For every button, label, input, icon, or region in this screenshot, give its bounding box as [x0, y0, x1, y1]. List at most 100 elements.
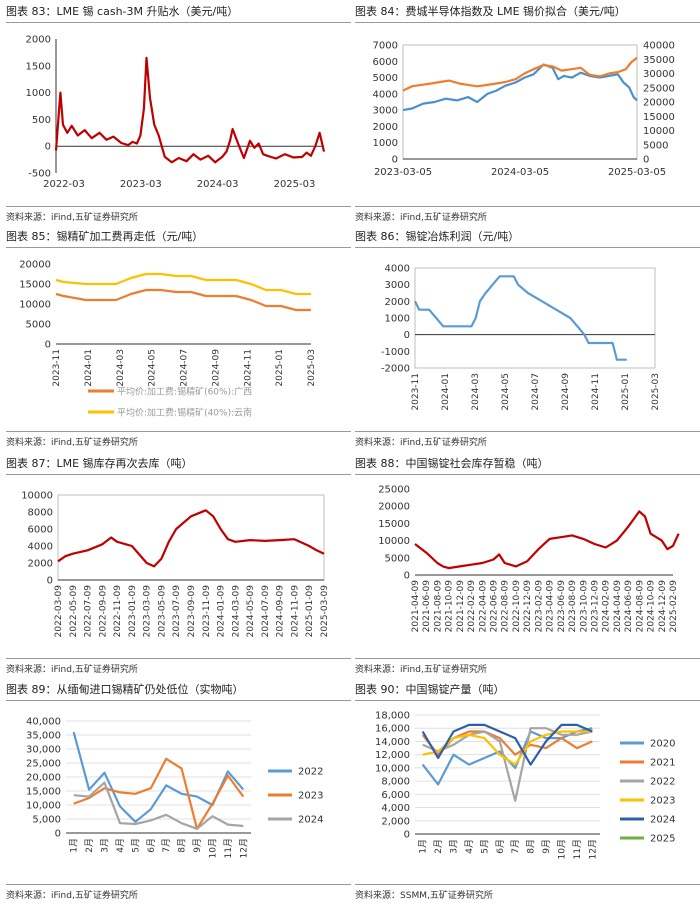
x-tick-label: 2024-01 — [441, 373, 451, 411]
y-tick-label: 20000 — [19, 260, 51, 271]
y-tick-label: 4000 — [373, 89, 398, 100]
y-tick-label: 30,000 — [26, 745, 61, 756]
x-tick-label: 5月 — [130, 838, 141, 853]
y-tick-label: 2,000 — [381, 816, 410, 827]
x-tick-label: 11月 — [572, 839, 583, 859]
chart-title: 图表 85：锡精矿加工费再走低（元/吨） — [6, 230, 204, 243]
x-tick-label: 2024-03 — [471, 373, 481, 411]
chart-fig89: 40,000 35,000 30,000 25,000 20,000 15,000 10,0… — [26, 717, 323, 859]
x-tick-label: 2025-02-09 — [669, 580, 679, 633]
x-tick-label: 2024-11 — [591, 373, 601, 411]
y-tick-label: 1000 — [373, 138, 398, 149]
x-tick-label: 2024-10-09 — [647, 580, 657, 633]
x-tick-label: 2022-04-09 — [478, 580, 488, 633]
x-tick-label: 2024-06-09 — [624, 580, 634, 633]
source-text: iFind,五矿证券研究所 — [51, 438, 138, 448]
y-tick-label: -500 — [28, 169, 51, 180]
x-tick-label: 2022-12-09 — [523, 580, 533, 633]
y-tick-label: 20000 — [378, 502, 410, 513]
series-line — [54, 56, 326, 164]
x-tick-label: 2023-12-09 — [590, 580, 600, 633]
source-text: iFind,五矿证券研究所 — [400, 665, 487, 675]
x-tick-label: 2025-03 — [307, 349, 317, 387]
source-note: 资料来源：iFind,五矿证券研究所 — [6, 662, 138, 675]
x-tick-label: 3月 — [100, 838, 111, 853]
y-tick-label: 4000 — [385, 264, 410, 275]
x-tick-label: 2021-06-09 — [422, 580, 432, 633]
x-tick-label: 2024-03 — [116, 349, 126, 387]
y-tick-label: 1000 — [385, 314, 410, 325]
title-rule — [6, 700, 351, 701]
x-tick-label: 2022-10-09 — [512, 580, 522, 633]
x-tick-label: 2024-05 — [148, 349, 158, 387]
x-tick-label: 2022-05-09 — [69, 585, 79, 638]
source-text: iFind,五矿证券研究所 — [51, 665, 138, 675]
legend-label: 2023 — [298, 791, 323, 802]
x-tick-label: 2024-05-09 — [246, 585, 256, 638]
legend-label: 2022 — [650, 777, 675, 788]
x-tick-label: 2024-12-09 — [658, 580, 668, 633]
x-tick-label: 2024-11 — [243, 349, 253, 387]
y-tick-label: 0 — [392, 155, 398, 166]
title-rule — [6, 247, 351, 248]
y-tick-label: 5,000 — [32, 815, 61, 826]
x-tick-label: 5月 — [479, 839, 490, 854]
y2-tick-label: 5000 — [643, 140, 668, 151]
y-tick-label: 16,000 — [375, 724, 410, 735]
x-tick-label: 2023-03 — [120, 179, 162, 190]
source-note: 资料来源：iFind,五矿证券研究所 — [6, 210, 138, 223]
series-line — [414, 275, 627, 361]
y-tick-label: 20,000 — [26, 773, 61, 784]
x-tick-label: 1月 — [418, 839, 429, 854]
x-tick-label: 2022-08-09 — [501, 580, 511, 633]
y-tick-label: 25,000 — [26, 759, 61, 770]
y-tick-label: 10000 — [19, 300, 51, 311]
legend-label: 2022 — [298, 767, 323, 778]
title-rule — [355, 474, 700, 475]
y-tick-label: -1000 — [381, 347, 410, 358]
x-tick-label: 2022-02-09 — [467, 580, 477, 633]
x-tick-label: 2023-07-09 — [172, 585, 182, 638]
x-tick-label: 2025-03-05 — [608, 167, 666, 178]
y-tick-label: 2000 — [26, 35, 51, 46]
y-tick-label: 15000 — [378, 519, 410, 530]
y-tick-label: 7000 — [373, 41, 398, 52]
x-tick-label: 2024-05 — [501, 373, 511, 411]
y-tick-label: 25000 — [378, 485, 410, 496]
x-tick-label: 7月 — [161, 838, 172, 853]
x-tick-label: 2023-05-09 — [157, 585, 167, 638]
x-tick-label: 9月 — [541, 839, 552, 854]
x-tick-label: 2023-03-05 — [374, 167, 432, 178]
source-note: 资料来源：iFind,五矿证券研究所 — [355, 662, 487, 675]
y2-tick-label: 40000 — [643, 41, 675, 52]
y-tick-label: -2000 — [381, 364, 410, 375]
series-line — [422, 727, 593, 803]
source-note: 资料来源：iFind,五矿证券研究所 — [6, 888, 138, 901]
x-tick-label: 2025-01 — [275, 349, 285, 387]
y-tick-label: 14,000 — [375, 737, 410, 748]
source-text: iFind,五矿证券研究所 — [400, 213, 487, 223]
source-rule — [355, 206, 700, 207]
x-tick-label: 2024-11-09 — [290, 585, 300, 638]
y2-tick-label: 25000 — [643, 83, 675, 94]
title-rule — [355, 22, 700, 23]
source-note: 资料来源：iFind,五矿证券研究所 — [6, 435, 138, 448]
y2-tick-label: 35000 — [643, 55, 675, 66]
legend-label: 2025 — [650, 834, 675, 845]
y-tick-label: 4000 — [28, 542, 53, 553]
series-line — [57, 509, 325, 568]
chart-fig90: 18,000 16,000 14,000 12,000 10,000 8,000 6,000… — [375, 711, 675, 860]
y-tick-label: 10,000 — [26, 801, 61, 812]
chart-title: 图表 84：费城半导体指数及 LME 锡价拟合（美元/吨） — [355, 5, 626, 18]
y-tick-label: 5000 — [373, 73, 398, 84]
y-tick-label: 18,000 — [375, 711, 410, 722]
y-tick-label: 0 — [404, 830, 410, 841]
x-tick-label: 4月 — [464, 839, 475, 854]
x-tick-label: 2021-10-09 — [445, 580, 455, 633]
source-prefix: 资料来源： — [355, 665, 401, 675]
source-prefix: 资料来源： — [6, 438, 52, 448]
source-rule — [355, 431, 700, 432]
series-line — [402, 63, 638, 112]
source-prefix: 资料来源： — [6, 213, 52, 223]
